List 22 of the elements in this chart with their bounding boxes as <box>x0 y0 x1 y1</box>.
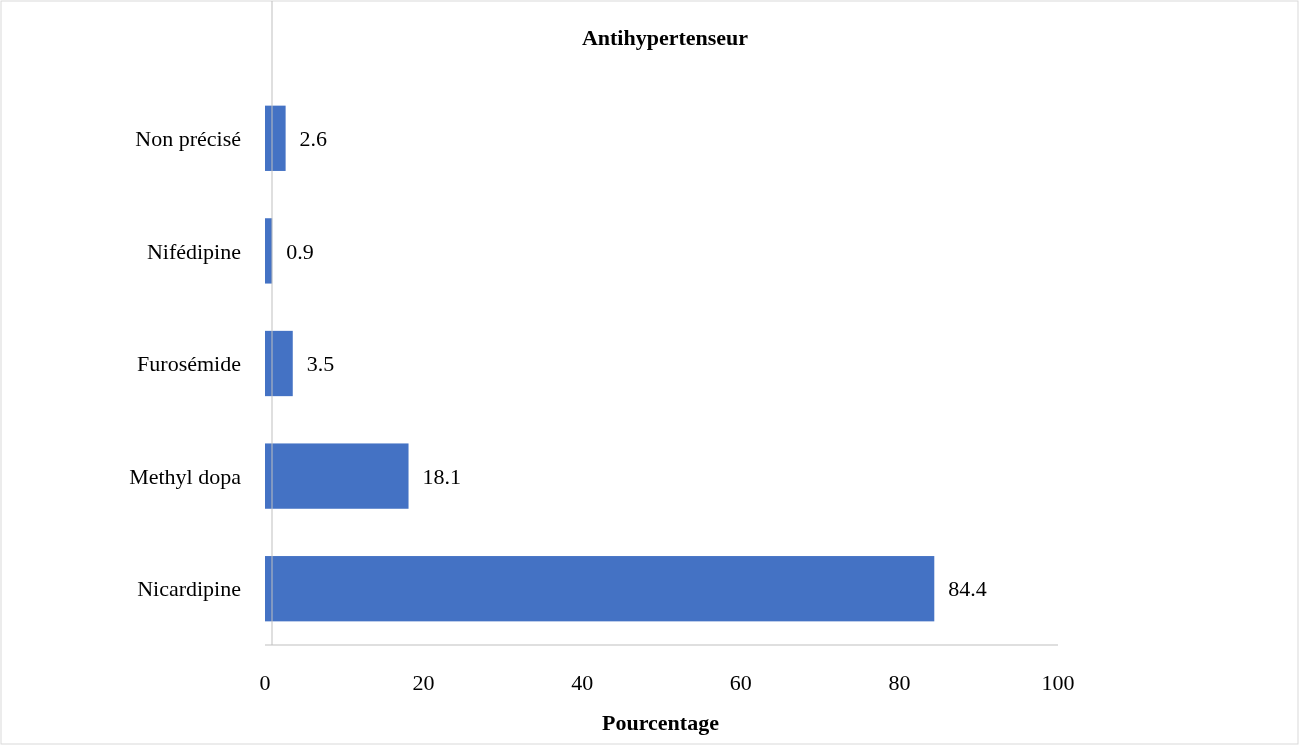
y-tick-label: Non précisé <box>135 126 241 151</box>
x-tick-label: 80 <box>888 670 911 695</box>
y-tick-label: Furosémide <box>137 351 241 377</box>
bar <box>265 443 409 509</box>
y-tick-label: Nifédipine <box>146 238 241 264</box>
y-tick-label: Methyl dopa <box>129 463 242 489</box>
x-tick-label: 60 <box>729 670 752 695</box>
y-tick-label: Nicardipine <box>137 576 241 602</box>
x-tick-label: 0 <box>259 670 271 695</box>
x-axis-title: Pourcentage <box>602 710 720 735</box>
data-label: 84.4 <box>948 576 987 602</box>
data-label: 2.6 <box>299 126 328 151</box>
data-label: 0.9 <box>286 238 314 264</box>
data-label: 3.5 <box>306 351 335 377</box>
text: Antihypertenseur <box>581 25 749 50</box>
x-tick-label: 40 <box>571 670 594 695</box>
x-tick-label: 100 <box>1041 670 1075 695</box>
bar <box>265 105 286 171</box>
bar <box>265 556 935 622</box>
x-tick-label: 20 <box>412 670 435 695</box>
data-label: 18.1 <box>422 463 462 489</box>
bar <box>265 330 293 397</box>
